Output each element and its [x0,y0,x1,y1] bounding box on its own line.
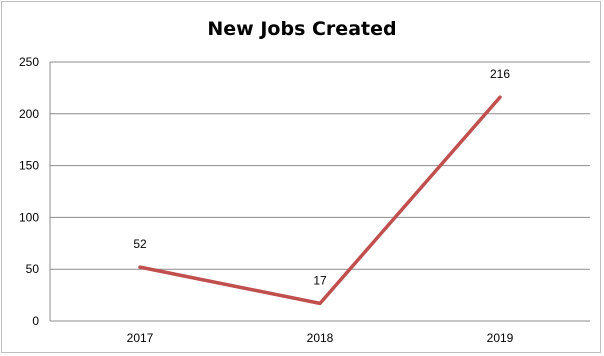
chart-title: New Jobs Created [207,18,397,40]
series-lines [138,95,502,306]
data-labels: 52 17 216 [133,67,510,287]
data-label: 216 [490,67,510,81]
x-tick-label: 2018 [307,331,334,345]
data-label: 52 [133,237,147,251]
gridlines [49,61,590,322]
y-tick-label: 200 [19,107,39,121]
y-tick-label: 250 [19,55,39,69]
x-axis-ticks: 2017 2018 2019 [127,331,514,345]
y-tick-label: 150 [19,159,39,173]
y-tick-label: 100 [19,210,39,224]
x-tick-label: 2017 [127,331,154,345]
y-tick-label: 50 [26,262,40,276]
x-tick-label: 2019 [487,331,514,345]
y-axis-ticks: 0 50 100 150 200 250 [19,55,39,328]
data-label: 17 [313,273,327,287]
y-tick-label: 0 [32,314,39,328]
